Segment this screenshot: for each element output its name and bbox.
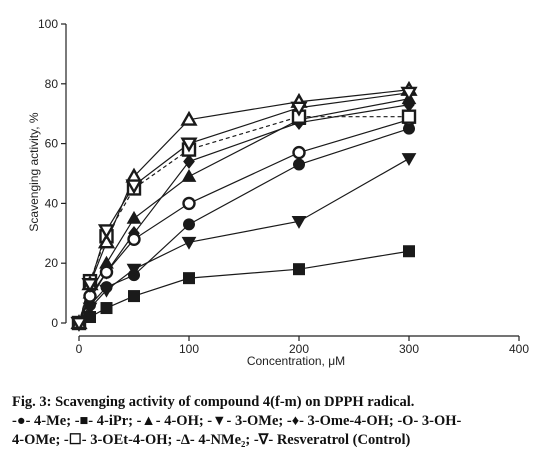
data-point-3-ome-4-oh [183,154,195,169]
y-tick-label: 20 [45,256,59,270]
data-point-3-ome [181,236,197,250]
data-point-3-oh-4-ome [99,265,114,279]
data-point-resveratrol-control [290,101,308,117]
data-point-4-ipr [403,245,415,258]
chart-axes: 0 20 40 60 80 100 0 100 200 300 400 [38,17,529,356]
data-point-3-oet-4-oh [401,109,417,124]
y-axis-label: Scavenging activity, % [27,112,41,231]
data-point-resveratrol-control [180,137,198,153]
y-tick-label: 60 [45,137,59,151]
x-axis-label: Concentration, μM [247,354,345,368]
y-tick-label: 80 [45,77,59,91]
x-tick-label: 200 [289,342,309,356]
data-point-4-ipr [293,263,305,276]
data-point-3-ome [291,215,307,229]
series-line-4-ipr [78,250,410,324]
caption-title: Fig. 3: Scavenging activity of compound … [12,394,415,410]
x-tick-label: 0 [76,342,83,356]
data-point-3-ome [401,153,417,167]
data-point-resveratrol-control [125,179,143,195]
y-tick-label: 0 [51,316,58,330]
data-point-4-me [293,158,305,171]
data-point-4-ipr [100,302,113,315]
y-tick-label: 40 [45,196,59,210]
data-point-4-ipr [183,272,195,285]
scavenging-chart: 0 20 40 60 80 100 0 100 200 300 400 Concentration,… [27,17,529,368]
y-tick-label: 100 [38,17,58,31]
data-point-4-nme2 [180,110,198,126]
data-point-3-oh-4-ome [182,196,196,211]
data-point-resveratrol-control [400,86,418,102]
data-point-4-oh [181,168,197,182]
data-point-3-ome [126,263,142,277]
data-point-4-oh [126,210,142,224]
x-tick-label: 100 [179,342,199,356]
data-point-resveratrol-control [97,224,116,240]
caption-legend-line-2: 4-OMe; -☐- 3-OEt-4-OH; -Δ- 4-NMe₂; -∇- R… [12,432,411,448]
data-point-resveratrol-control [70,316,88,332]
chart-markers [70,80,418,332]
series-line-4-nme2 [78,89,410,324]
data-point-resveratrol-control [81,278,99,294]
caption-legend-line-1: -●- 4-Me; -■- 4-iPr; -▲- 4-OH; -▼- 3-OMe… [12,413,462,429]
x-tick-label: 400 [509,342,529,356]
data-point-3-ome [99,284,114,298]
data-point-4-nme2 [97,233,116,249]
series-line-resveratrol-control [78,92,410,324]
x-tick-label: 300 [399,342,419,356]
data-point-3-oh-4-ome [292,145,306,160]
series-line-4-oh [78,98,410,324]
chart-series [78,89,410,324]
data-point-4-me [183,218,195,231]
figure-caption: Fig. 3: Scavenging activity of compound … [12,393,544,450]
data-point-3-oh-4-ome [127,232,141,246]
data-point-4-ipr [128,290,140,303]
